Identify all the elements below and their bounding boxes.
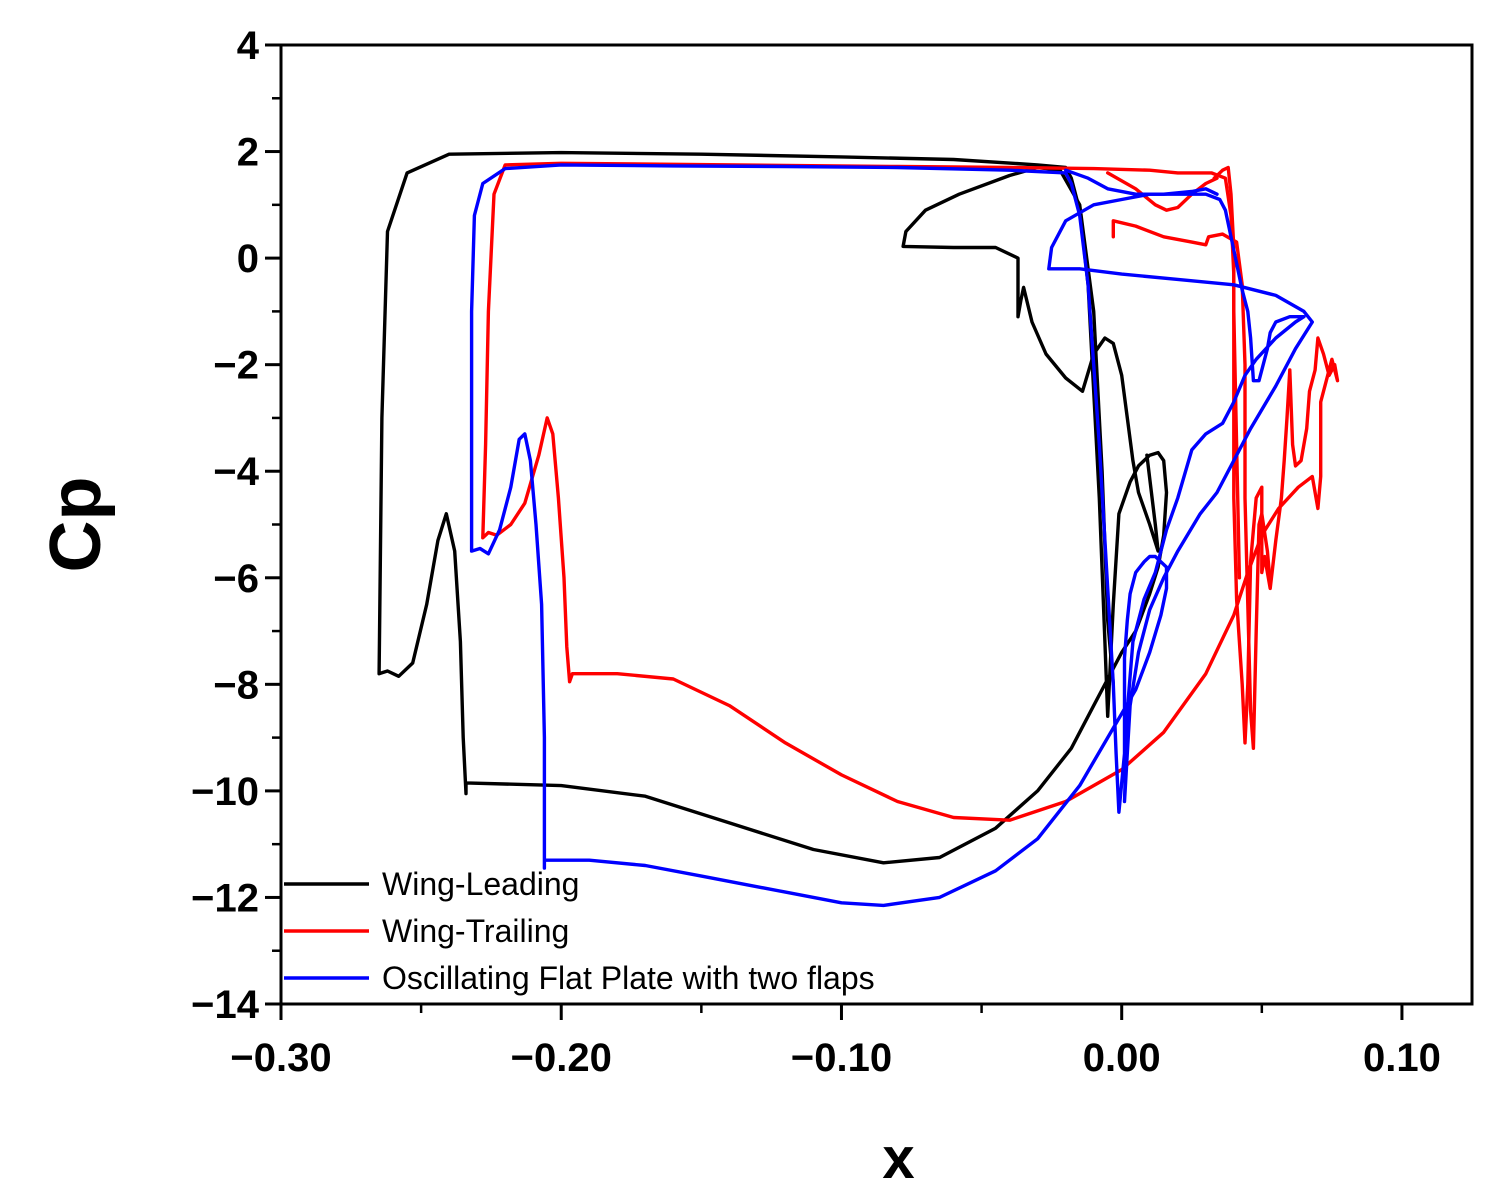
y-tick-label: −10 <box>191 770 259 814</box>
y-tick-label: 4 <box>237 24 260 68</box>
legend: Wing-Leading Wing-Trailing Oscillating Fla… <box>284 866 875 996</box>
x-tick-label: −0.10 <box>791 1036 892 1080</box>
x-tick-label: −0.20 <box>511 1036 612 1080</box>
axes-layer: −0.30 −0.20 −0.10 0.00 0.10 4 2 0 −2 −4 −6 −8 −10 −12… <box>191 24 1441 1080</box>
series-line <box>469 163 1169 908</box>
series-line <box>377 150 1169 865</box>
y-axis-title: Cp <box>36 477 116 573</box>
series-line <box>481 161 1340 822</box>
series-line <box>1064 168 1219 196</box>
y-tick-label: −6 <box>213 557 259 601</box>
x-tick-label: 0.10 <box>1363 1036 1441 1080</box>
legend-label: Oscillating Flat Plate with two flaps <box>382 960 875 996</box>
y-tick-label: 0 <box>237 237 259 281</box>
y-tick-label: −8 <box>213 663 259 707</box>
legend-label: Wing-Leading <box>382 866 579 902</box>
y-tick-label: 2 <box>237 131 259 175</box>
legend-label: Wing-Trailing <box>382 913 569 949</box>
series-line <box>1106 171 1219 212</box>
series-layer <box>377 150 1340 908</box>
series-line <box>1212 165 1242 580</box>
y-tick-label: −2 <box>213 344 259 388</box>
x-axis-title: x <box>882 1126 914 1191</box>
y-tick-label: −14 <box>191 983 260 1027</box>
series-line <box>1111 219 1272 750</box>
y-tick-label: −4 <box>213 450 259 494</box>
x-tick-label: −0.30 <box>230 1036 331 1080</box>
x-tick-label: 0.00 <box>1083 1036 1161 1080</box>
series-line <box>1047 192 1314 804</box>
series-line <box>901 165 1160 686</box>
y-tick-label: −12 <box>191 876 259 920</box>
